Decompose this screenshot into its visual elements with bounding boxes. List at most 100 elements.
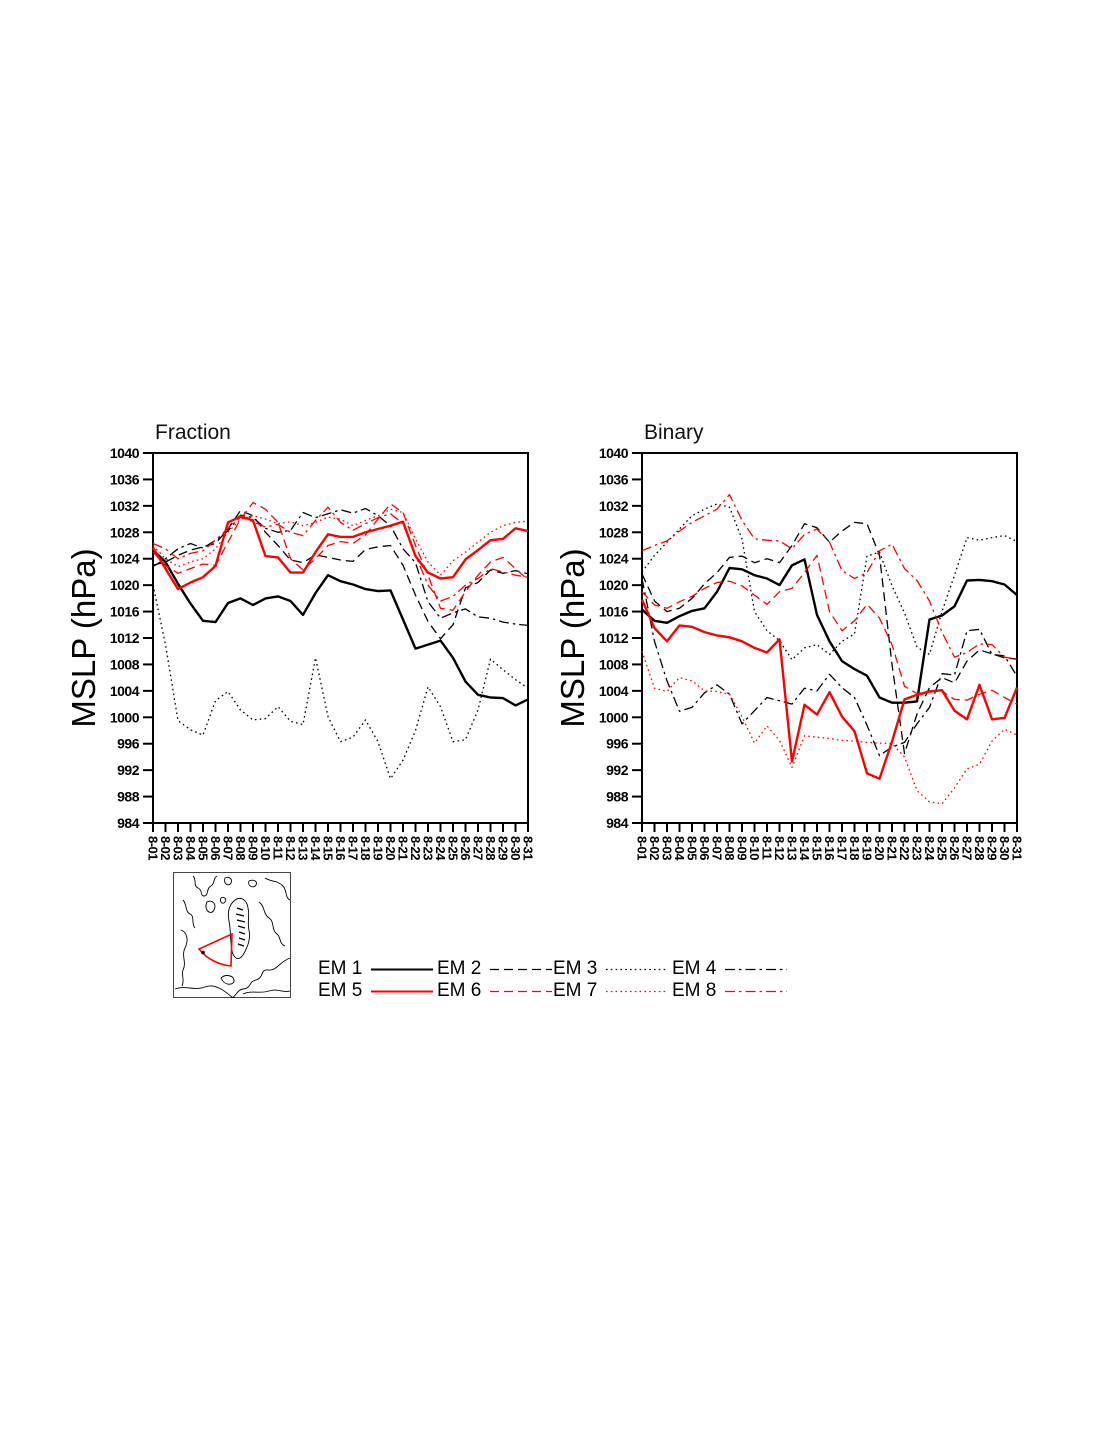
svg-text:992: 992 <box>606 762 629 778</box>
svg-text:8-16: 8-16 <box>333 836 348 860</box>
fraction-chart: 1040 1036 1032 1028 1024 1020 1016 1012 1008 1004… <box>110 445 536 861</box>
svg-text:8-11: 8-11 <box>760 836 775 860</box>
map-island-dot <box>201 950 205 955</box>
legend-label-em7: EM 7 <box>553 980 598 1001</box>
svg-text:8-02: 8-02 <box>158 836 173 860</box>
svg-text:8-31: 8-31 <box>1010 836 1025 860</box>
svg-text:8-13: 8-13 <box>296 836 311 860</box>
svg-text:8-20: 8-20 <box>872 836 887 860</box>
svg-text:8-26: 8-26 <box>458 836 473 860</box>
legend-label-em8: EM 8 <box>672 980 717 1001</box>
svg-text:8-26: 8-26 <box>947 836 962 860</box>
svg-text:8-23: 8-23 <box>421 836 436 860</box>
svg-text:8-23: 8-23 <box>910 836 925 860</box>
svg-text:8-13: 8-13 <box>785 836 800 860</box>
svg-text:8-24: 8-24 <box>922 836 937 861</box>
svg-text:8-08: 8-08 <box>233 836 248 860</box>
svg-text:8-17: 8-17 <box>835 836 850 860</box>
svg-text:1024: 1024 <box>110 551 140 567</box>
svg-text:8-10: 8-10 <box>258 836 273 860</box>
svg-text:988: 988 <box>117 789 140 805</box>
svg-text:1016: 1016 <box>599 604 629 620</box>
svg-text:8-21: 8-21 <box>396 836 411 860</box>
svg-text:8-27: 8-27 <box>960 836 975 860</box>
svg-text:1016: 1016 <box>110 604 140 620</box>
fraction-chart-title: Fraction <box>155 421 231 444</box>
svg-text:1036: 1036 <box>599 471 629 487</box>
svg-text:8-04: 8-04 <box>672 836 687 861</box>
svg-text:1012: 1012 <box>599 630 629 646</box>
legend-line-sample-em3 <box>606 968 668 970</box>
legend-item-em1: EM 1 <box>318 958 434 980</box>
svg-text:984: 984 <box>117 815 140 831</box>
legend-item-em5: EM 5 <box>318 980 434 1002</box>
svg-text:8-12: 8-12 <box>772 836 787 860</box>
svg-text:8-12: 8-12 <box>283 836 298 860</box>
legend-label-em6: EM 6 <box>437 980 482 1001</box>
svg-text:8-25: 8-25 <box>446 836 461 860</box>
legend-item-em7: EM 7 <box>553 980 669 1002</box>
legend-label-em5: EM 5 <box>318 980 363 1001</box>
svg-text:8-10: 8-10 <box>747 836 762 860</box>
svg-text:8-16: 8-16 <box>822 836 837 860</box>
legend-label-em3: EM 3 <box>553 958 598 979</box>
legend-label-em2: EM 2 <box>437 958 482 979</box>
svg-text:1000: 1000 <box>110 709 140 725</box>
svg-text:8-06: 8-06 <box>697 836 712 860</box>
svg-text:8-01: 8-01 <box>635 836 650 860</box>
legend-line-sample-em8 <box>725 990 787 992</box>
svg-text:8-22: 8-22 <box>897 836 912 860</box>
svg-text:988: 988 <box>606 789 629 805</box>
svg-text:8-18: 8-18 <box>847 836 862 860</box>
svg-text:984: 984 <box>606 815 629 831</box>
svg-text:8-28: 8-28 <box>972 836 987 860</box>
svg-text:8-07: 8-07 <box>221 836 236 860</box>
svg-text:1008: 1008 <box>599 656 629 672</box>
svg-text:1040: 1040 <box>599 445 629 461</box>
svg-text:8-30: 8-30 <box>508 836 523 860</box>
svg-text:8-09: 8-09 <box>246 836 261 860</box>
map-analysis-region-outline <box>197 932 233 967</box>
svg-text:8-19: 8-19 <box>371 836 386 860</box>
legend-line-sample-em1 <box>371 968 433 970</box>
svg-text:8-27: 8-27 <box>471 836 486 860</box>
svg-text:1028: 1028 <box>110 524 140 540</box>
svg-text:8-03: 8-03 <box>171 836 186 860</box>
svg-text:8-11: 8-11 <box>271 836 286 860</box>
svg-text:1008: 1008 <box>110 656 140 672</box>
svg-text:8-14: 8-14 <box>797 836 812 861</box>
svg-text:8-20: 8-20 <box>383 836 398 860</box>
svg-text:8-01: 8-01 <box>146 836 161 860</box>
legend-item-em6: EM 6 <box>437 980 553 1002</box>
map-coastlines <box>174 875 291 998</box>
svg-text:8-05: 8-05 <box>196 836 211 860</box>
svg-text:1024: 1024 <box>599 551 629 567</box>
svg-text:8-05: 8-05 <box>685 836 700 860</box>
svg-text:1032: 1032 <box>110 498 140 514</box>
svg-text:8-25: 8-25 <box>935 836 950 860</box>
legend-label-em1: EM 1 <box>318 958 363 979</box>
svg-text:1004: 1004 <box>599 683 629 699</box>
svg-text:8-09: 8-09 <box>735 836 750 860</box>
legend-line-sample-em2 <box>490 968 552 970</box>
legend-item-em4: EM 4 <box>672 958 788 980</box>
svg-text:8-30: 8-30 <box>997 836 1012 860</box>
svg-text:8-29: 8-29 <box>496 836 511 860</box>
svg-text:8-24: 8-24 <box>433 836 448 861</box>
svg-text:1012: 1012 <box>110 630 140 646</box>
svg-text:1000: 1000 <box>599 709 629 725</box>
svg-text:8-06: 8-06 <box>208 836 223 860</box>
legend-label-em4: EM 4 <box>672 958 717 979</box>
svg-text:8-28: 8-28 <box>483 836 498 860</box>
binary-chart: 1040 1036 1032 1028 1024 1020 1016 1012 1008 1004… <box>599 445 1025 861</box>
svg-text:1020: 1020 <box>599 577 629 593</box>
svg-text:996: 996 <box>606 736 629 752</box>
svg-text:8-31: 8-31 <box>521 836 536 860</box>
svg-text:1028: 1028 <box>599 524 629 540</box>
svg-text:8-21: 8-21 <box>885 836 900 860</box>
svg-text:1020: 1020 <box>110 577 140 593</box>
legend-line-sample-em4 <box>725 968 787 970</box>
svg-text:1040: 1040 <box>110 445 140 461</box>
svg-text:8-15: 8-15 <box>321 836 336 860</box>
